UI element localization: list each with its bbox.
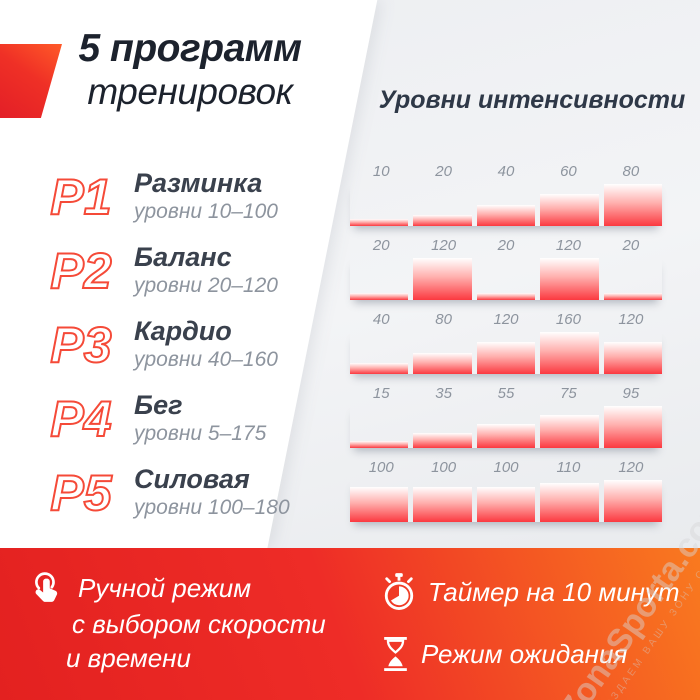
program-row: P1 Разминка уровни 10–100 (36, 160, 336, 234)
bar-value-label: 120 (493, 311, 519, 328)
bar-chart-row: 15 35 55 75 95 (350, 385, 663, 448)
intensity-bar (540, 415, 599, 448)
bar-value-label: 120 (555, 237, 581, 254)
intensity-bar (603, 184, 663, 226)
intensity-bar (413, 487, 472, 522)
program-texts: Силовая уровни 100–180 (126, 464, 290, 521)
intensity-bar-charts: 10 20 40 60 80 20 120 20 120 20 40 80 120 160 120 15 35 5… (350, 163, 663, 533)
intensity-bar (476, 342, 536, 374)
intensity-bar (350, 487, 409, 522)
program-levels-range: уровни 40–160 (134, 347, 278, 371)
intensity-bar (476, 424, 536, 448)
bar-value-label: 40 (372, 311, 390, 328)
program-row: P5 Силовая уровни 100–180 (36, 456, 336, 530)
standby-label: Режим ожидания (421, 638, 628, 669)
program-row: P3 Кардио уровни 40–160 (36, 308, 336, 382)
bar-value-label: 100 (493, 459, 519, 476)
program-row: P4 Бег уровни 5–175 (36, 382, 336, 456)
intensity-bar (476, 205, 536, 226)
bar-value-label: 60 (560, 163, 577, 180)
bar-value-label: 20 (372, 237, 390, 254)
program-texts: Баланс уровни 20–120 (126, 242, 278, 299)
bar-value-label: 75 (560, 385, 577, 402)
intensity-bar (350, 219, 409, 226)
bar-chart-row: 10 20 40 60 80 (350, 163, 663, 226)
hourglass-icon (384, 637, 407, 671)
intensity-bar (413, 258, 472, 300)
features-footer: Ручной режим с выбором скорости и времен… (0, 548, 700, 700)
bar-value-label: 15 (372, 385, 390, 402)
bar-value-label: 120 (431, 237, 457, 254)
program-texts: Разминка уровни 10–100 (126, 168, 278, 225)
intensity-bar (413, 433, 472, 448)
program-levels-range: уровни 20–120 (134, 273, 278, 297)
intensity-bar (540, 258, 599, 300)
timer-label: Таймер на 10 минут (428, 576, 680, 607)
bar-value-label: 160 (555, 311, 581, 328)
left-background-panel (0, 0, 700, 548)
intensity-bar (603, 293, 663, 300)
program-code-badge: P1 (49, 169, 112, 225)
program-list: P1 Разминка уровни 10–100 P2 Баланс уровни 20… (36, 160, 336, 530)
stopwatch-icon (384, 573, 414, 610)
program-code-badge: P2 (49, 243, 112, 299)
bar-value-label: 80 (435, 311, 452, 328)
bar-value-label: 40 (497, 163, 515, 180)
intensity-bar (350, 293, 409, 300)
program-name: Баланс (134, 242, 232, 273)
intensity-bar (350, 441, 409, 448)
manual-mode-line-1: Ручной режим (78, 573, 252, 604)
title-line-1: 5 программ (78, 27, 302, 70)
program-name: Силовая (134, 464, 250, 495)
bar-chart-row: 40 80 120 160 120 (350, 311, 663, 374)
bar-value-label: 20 (435, 163, 452, 180)
intensity-bar (476, 487, 536, 522)
intensity-bar (603, 342, 663, 374)
program-code-badge: P3 (49, 317, 112, 373)
manual-mode-line-2: с выбором скорости (72, 609, 326, 639)
program-levels-range: уровни 5–175 (134, 421, 267, 445)
bar-chart-row: 100 100 100 110 120 (350, 459, 663, 522)
program-levels-range: уровни 10–100 (134, 199, 278, 223)
intensity-bar (350, 363, 409, 374)
page-title: 5 программ тренировок (70, 26, 310, 114)
bar-value-label: 20 (497, 237, 515, 254)
intensity-bar (413, 215, 472, 226)
bar-value-label: 100 (368, 459, 394, 476)
program-row: P2 Баланс уровни 20–120 (36, 234, 336, 308)
bar-value-label: 120 (618, 459, 644, 476)
intensity-bar (476, 293, 536, 300)
bar-value-label: 35 (435, 385, 452, 402)
intensity-levels-heading: Уровни интенсивности (378, 86, 686, 114)
bar-value-label: 20 (622, 237, 640, 254)
bar-value-label: 100 (431, 459, 457, 476)
title-line-2: тренировок (87, 71, 293, 113)
program-code-badge: P4 (49, 391, 112, 447)
bar-value-label: 120 (618, 311, 644, 328)
program-texts: Кардио уровни 40–160 (126, 316, 278, 373)
program-name: Разминка (134, 168, 263, 199)
tap-icon (35, 572, 58, 602)
program-name: Бег (134, 390, 183, 421)
intensity-bar (540, 483, 599, 522)
intensity-bar (540, 332, 599, 374)
program-code-badge: P5 (49, 465, 112, 521)
bar-value-label: 80 (622, 163, 640, 180)
intensity-bar (540, 194, 599, 226)
bar-value-label: 95 (622, 385, 640, 402)
bar-value-label: 110 (556, 459, 581, 476)
program-texts: Бег уровни 5–175 (126, 390, 267, 447)
bar-chart-row: 20 120 20 120 20 (350, 237, 663, 300)
intensity-bar (603, 480, 663, 522)
intensity-bar (603, 406, 663, 448)
timer-standby-block: Таймер на 10 минут Режим ожидания (382, 572, 680, 674)
program-levels-range: уровни 100–180 (134, 495, 290, 519)
intensity-bar (413, 353, 472, 374)
bar-value-label: 55 (497, 385, 515, 402)
bar-value-label: 10 (372, 163, 390, 180)
manual-mode-block: Ручной режим с выбором скорости и времен… (28, 570, 326, 676)
manual-mode-line-3: и времени (66, 642, 191, 673)
program-name: Кардио (134, 316, 232, 347)
